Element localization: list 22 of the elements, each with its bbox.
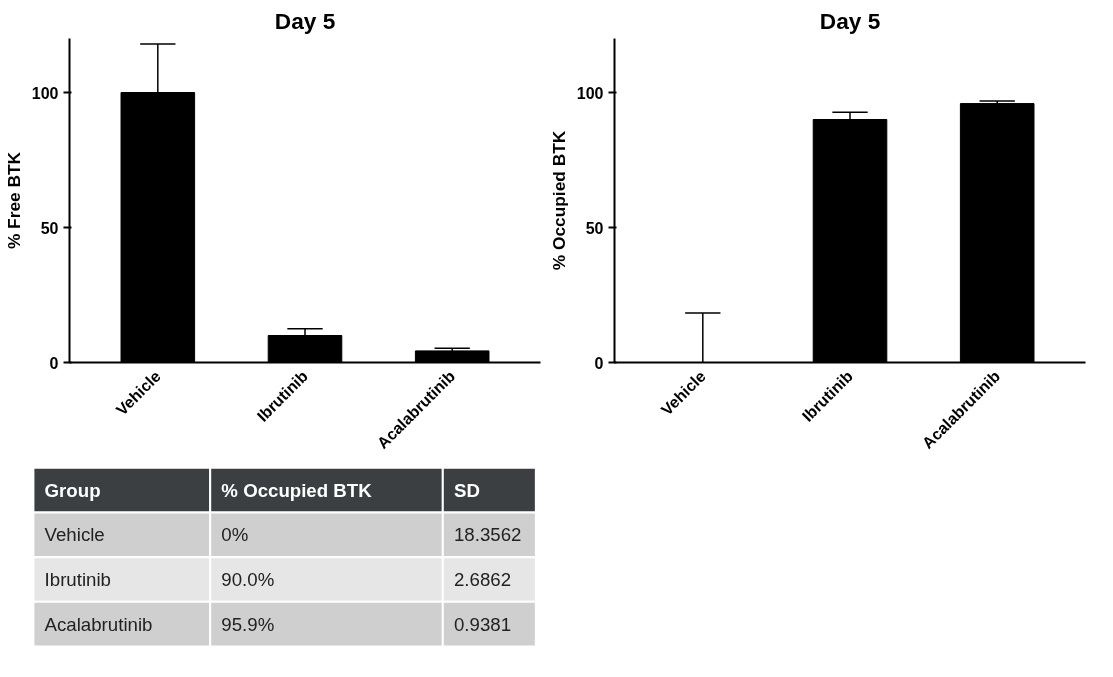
data-label: 0% [221,524,249,546]
chart-title: Day 5 [274,7,336,34]
y-tick-label: 0 [49,354,59,372]
y-axis-title: % Free BTK [3,151,24,250]
y-axis-title: % Occupied BTK [548,130,569,271]
y-tick-label: 50 [40,219,59,237]
data-label: 0.9381 [453,613,512,635]
y-tick-label: 0 [594,354,604,372]
y-tick-label: 100 [576,84,604,102]
data-label: 90.0% [221,569,275,590]
data-label: 18.3562 [453,524,522,546]
text: Group [44,479,101,501]
series-label: SD [453,479,480,501]
y-tick-label: 100 [31,84,59,102]
category-label: Vehicle [44,524,105,546]
chart-title: Day 5 [819,7,881,34]
data-label: 2.6862 [453,569,512,590]
data-label: 95.9% [221,613,275,635]
category-label: Acalabrutinib [44,613,153,635]
category-label: Ibrutinib [44,569,111,590]
series-label: % Occupied BTK [221,479,373,501]
y-tick-label: 50 [585,219,604,237]
